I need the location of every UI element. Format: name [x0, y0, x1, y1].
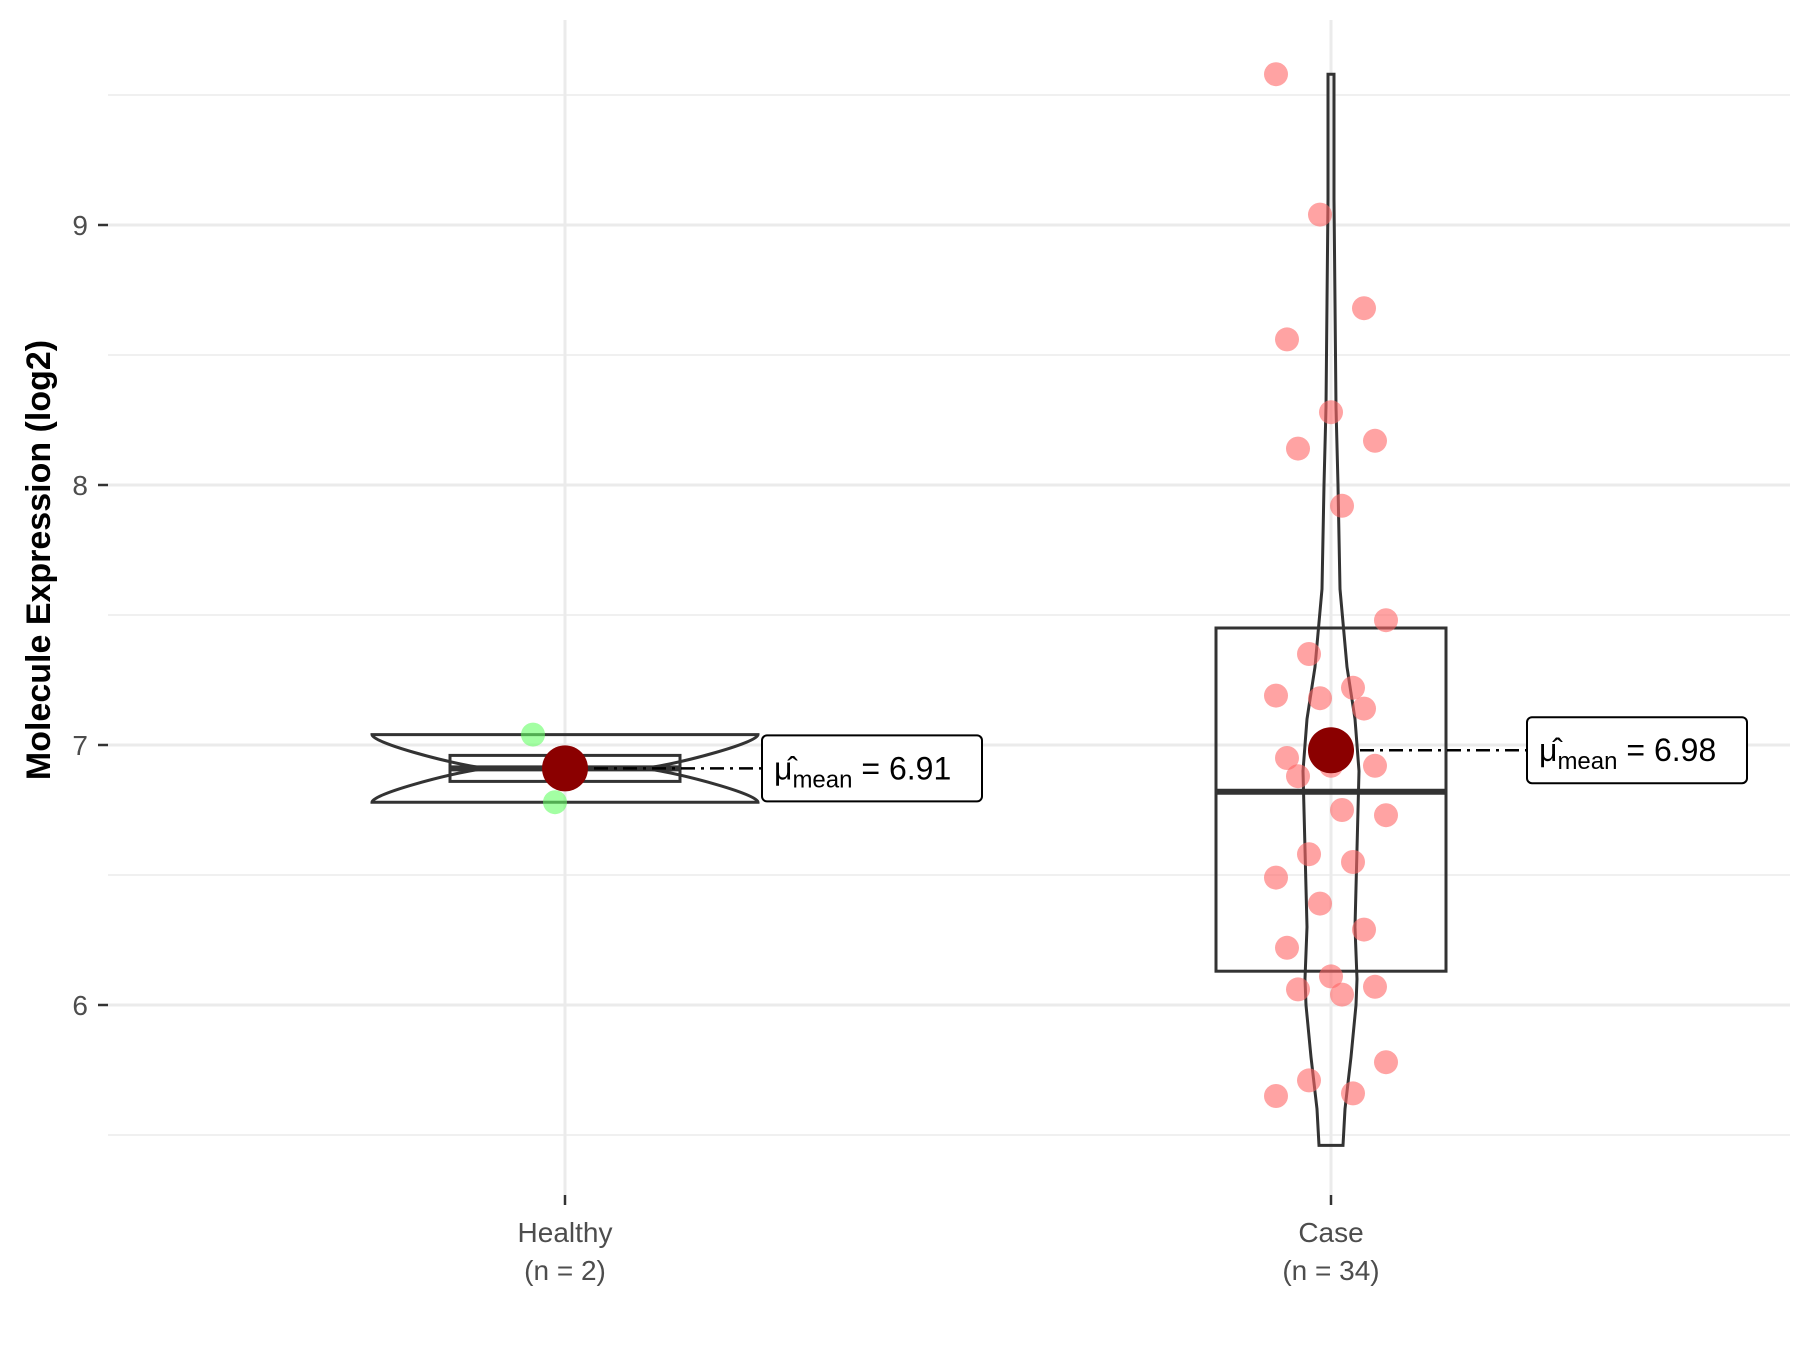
- data-point: [1297, 1068, 1321, 1093]
- data-point: [1374, 803, 1398, 828]
- x-tick-count: (n = 2): [524, 1255, 606, 1286]
- x-tick-count: (n = 34): [1282, 1255, 1379, 1286]
- data-point: [1341, 850, 1365, 874]
- violins: [370, 72, 1361, 1147]
- data-point: [1286, 764, 1310, 789]
- data-point: [543, 790, 567, 815]
- data-point: [1264, 865, 1288, 890]
- violin-healthy: [370, 733, 760, 804]
- y-tick-label: 8: [72, 470, 88, 501]
- mean-label-box: [761, 734, 983, 803]
- data-point: [1297, 642, 1321, 666]
- data-point: [1286, 977, 1310, 1002]
- data-point: [1363, 753, 1387, 778]
- data-point: [1308, 686, 1332, 711]
- data-point: [1330, 493, 1354, 518]
- data-point: [1374, 608, 1398, 633]
- data-point: [1352, 917, 1376, 942]
- data-point: [1275, 746, 1299, 770]
- x-tick-label: Case: [1298, 1217, 1363, 1248]
- grid-lines: [108, 20, 1790, 1195]
- data-point: [1341, 1081, 1365, 1106]
- data-point: [1319, 964, 1343, 989]
- data-points: [521, 62, 1398, 1108]
- data-point: [1352, 696, 1376, 721]
- y-axis-label: Molecule Expression (log2): [20, 340, 58, 780]
- data-point: [1297, 842, 1321, 867]
- data-point: [521, 722, 545, 747]
- y-tick-label: 7: [72, 730, 88, 761]
- data-point: [1308, 891, 1332, 916]
- data-point: [1275, 327, 1299, 352]
- data-point: [1264, 1084, 1288, 1108]
- mean-point: [1308, 727, 1354, 774]
- violin-case: [1301, 72, 1361, 1147]
- data-point: [1352, 296, 1376, 321]
- data-point: [1330, 982, 1354, 1007]
- mean-point: [542, 745, 588, 792]
- data-point: [1363, 974, 1387, 999]
- data-point: [1264, 62, 1288, 87]
- data-point: [1330, 798, 1354, 822]
- data-point: [1319, 400, 1343, 425]
- y-tick-label: 9: [72, 210, 88, 241]
- x-tick-label: Healthy: [518, 1217, 613, 1248]
- y-tick-label: 6: [72, 990, 88, 1021]
- data-point: [1275, 935, 1299, 960]
- data-point: [1374, 1050, 1398, 1075]
- mean-label: μ̂mean = 6.91: [774, 750, 951, 793]
- axes: 6 7 8 9 Healthy (n = 2) Case (n = 34): [72, 210, 1379, 1286]
- data-point: [1341, 675, 1365, 700]
- mean-markers: μ̂mean = 6.91 μ̂mean = 6.98: [542, 716, 1748, 803]
- data-point: [1264, 683, 1288, 708]
- mean-label-box: [1526, 716, 1748, 785]
- data-point: [1363, 428, 1387, 453]
- data-point: [1308, 202, 1332, 227]
- data-point: [1286, 436, 1310, 461]
- mean-label: μ̂mean = 6.98: [1539, 732, 1716, 775]
